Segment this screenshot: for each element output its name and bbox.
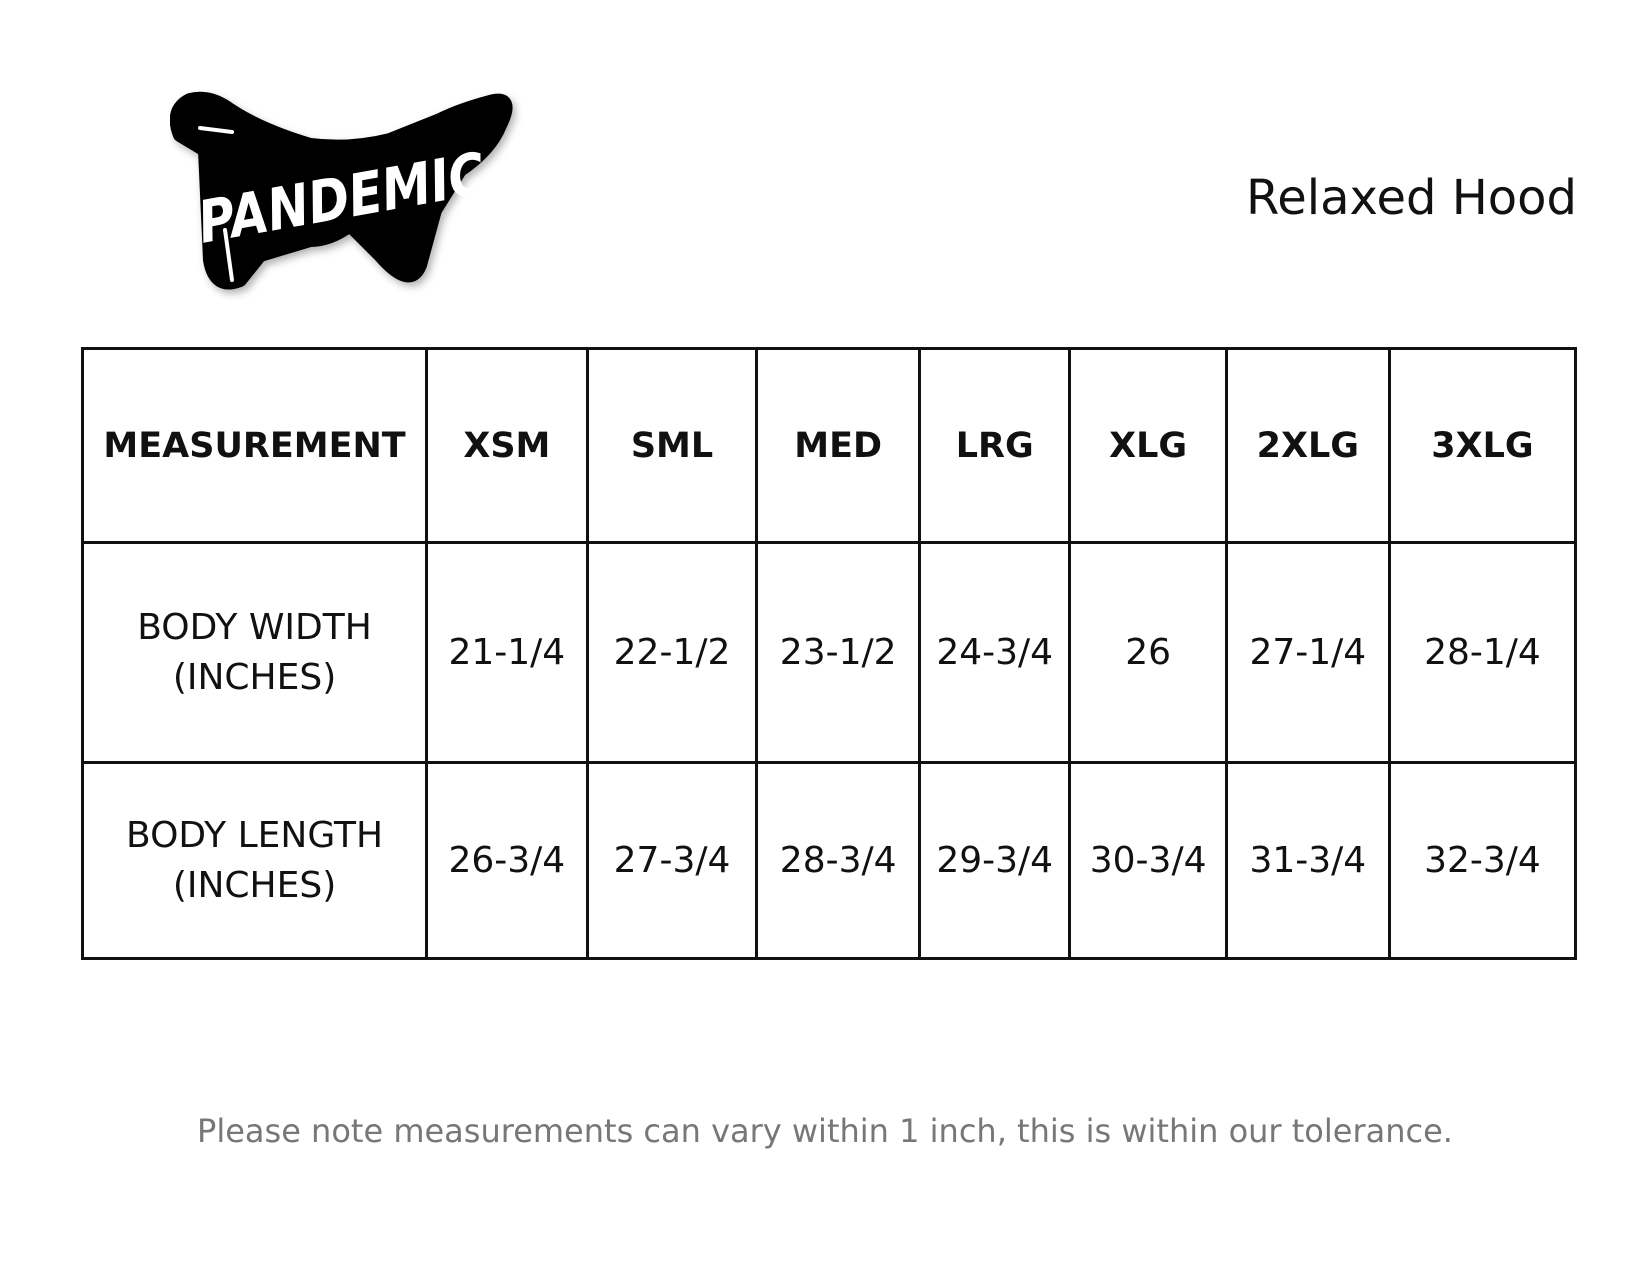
row-label-line2: (INCHES) — [172, 864, 337, 906]
cell: 30-3/4 — [1068, 761, 1228, 960]
cell: 29-3/4 — [917, 761, 1072, 960]
table-row: BODY LENGTH (INCHES) 26-3/4 27-3/4 28-3/4… — [80, 761, 1578, 960]
row-label: BODY WIDTH (INCHES) — [80, 541, 429, 764]
size-chart-table: MEASUREMENT XSM SML MED LRG XLG 2XLG 3XL… — [80, 347, 1578, 960]
header-3xlg: 3XLG — [1387, 347, 1578, 544]
cell: 28-3/4 — [755, 761, 921, 960]
header-xsm: XSM — [425, 347, 589, 544]
pandemic-logo: PANDEMIC — [170, 91, 513, 290]
row-label-line1: BODY WIDTH — [137, 606, 372, 648]
cell: 23-1/2 — [755, 541, 921, 764]
table-header-row: MEASUREMENT XSM SML MED LRG XLG 2XLG 3XL… — [80, 347, 1578, 544]
cell: 21-1/4 — [425, 541, 589, 764]
tolerance-note: Please note measurements can vary within… — [197, 1112, 1453, 1150]
cell: 28-1/4 — [1387, 541, 1578, 764]
header-sml: SML — [585, 347, 759, 544]
cell: 26-3/4 — [425, 761, 589, 960]
row-label: BODY LENGTH (INCHES) — [80, 761, 429, 960]
header-xlg: XLG — [1068, 347, 1228, 544]
cell: 27-1/4 — [1224, 541, 1391, 764]
cell: 27-3/4 — [585, 761, 759, 960]
table-row: BODY WIDTH (INCHES) 21-1/4 22-1/2 23-1/2 … — [80, 541, 1578, 764]
header-lrg: LRG — [917, 347, 1072, 544]
row-label-line2: (INCHES) — [172, 656, 337, 698]
cell: 32-3/4 — [1387, 761, 1578, 960]
page-title: Relaxed Hood — [1246, 170, 1577, 226]
header-2xlg: 2XLG — [1224, 347, 1391, 544]
cell: 24-3/4 — [917, 541, 1072, 764]
header-med: MED — [755, 347, 921, 544]
row-label-line1: BODY LENGTH — [126, 814, 384, 856]
cell: 31-3/4 — [1224, 761, 1391, 960]
cell: 26 — [1068, 541, 1228, 764]
cell: 22-1/2 — [585, 541, 759, 764]
header-measurement: MEASUREMENT — [80, 347, 429, 544]
